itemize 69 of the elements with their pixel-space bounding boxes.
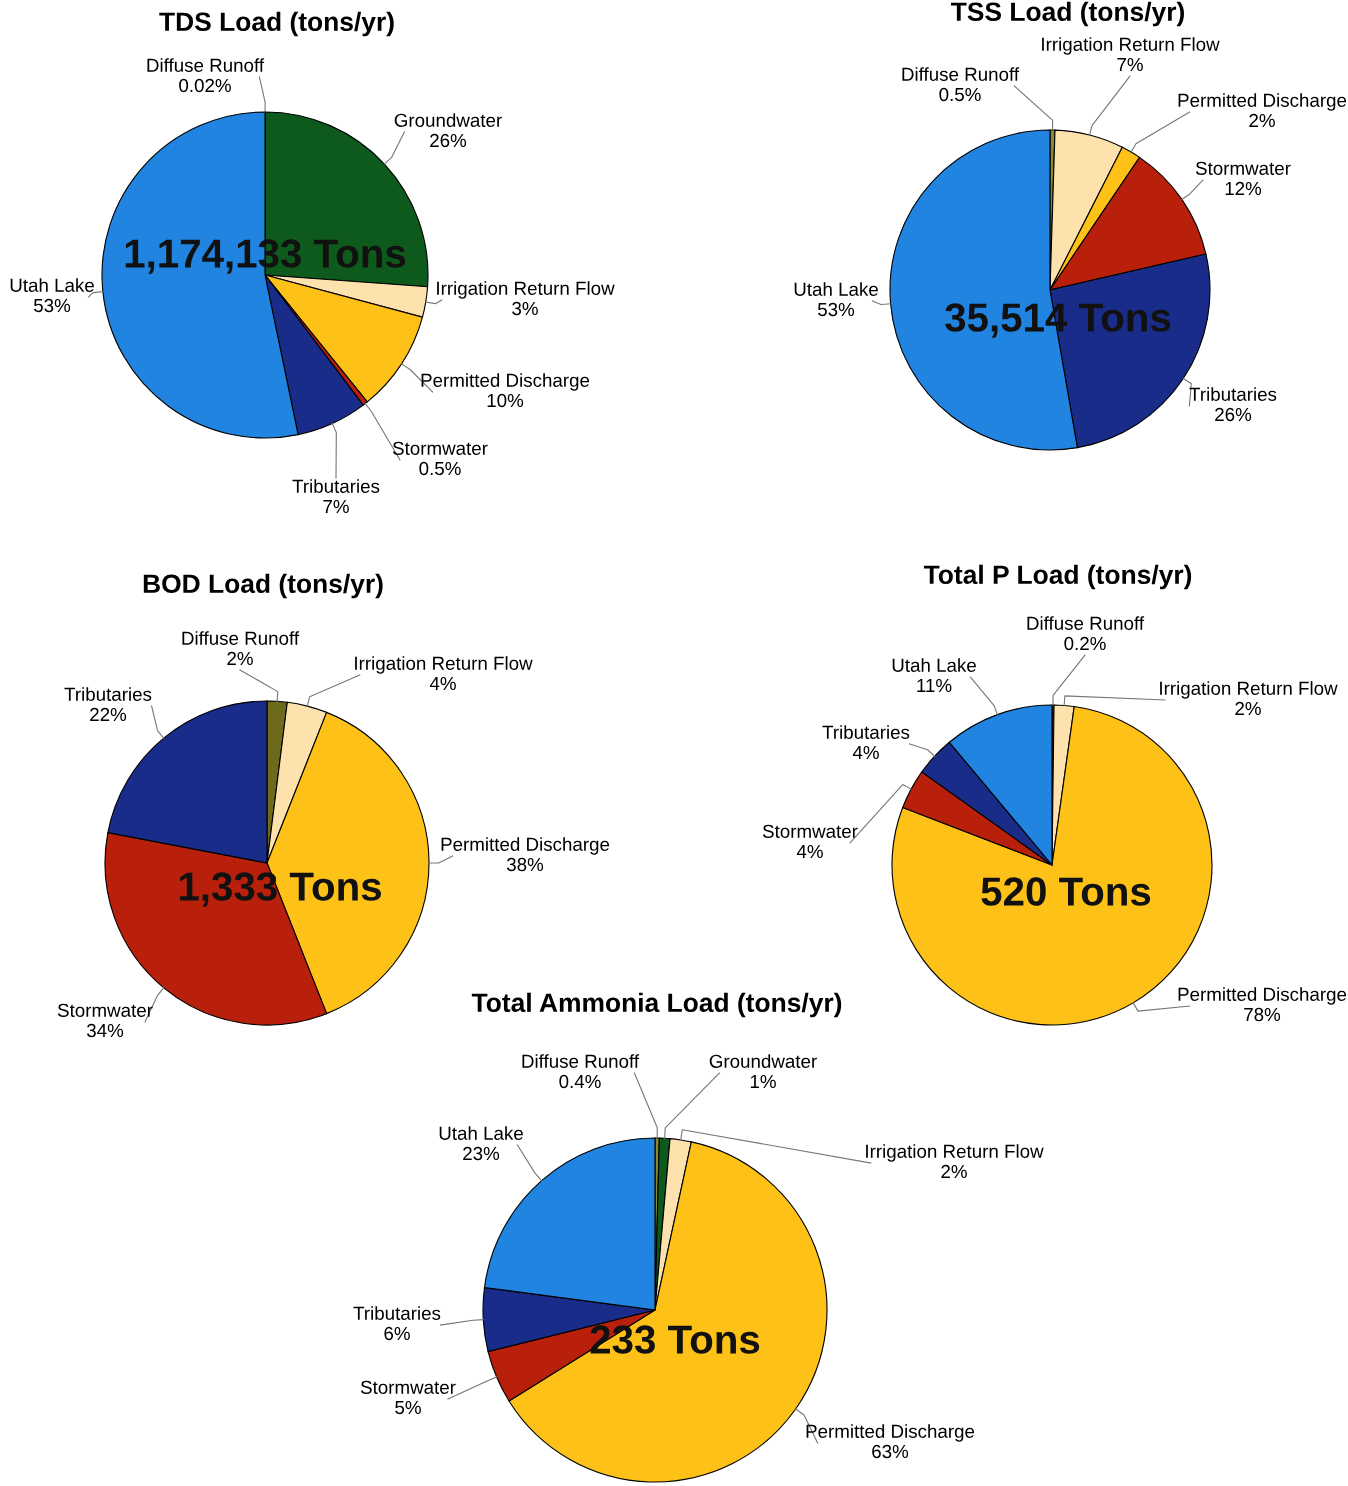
slice-label: Utah Lake: [892, 658, 976, 672]
slice-label: Irrigation Return Flow: [437, 281, 615, 299]
slice-label: Stormwater: [762, 824, 858, 838]
data-label: 26%: [430, 133, 467, 148]
slice-label: Stormwater: [1195, 161, 1291, 175]
slice-label: Utah Lake: [10, 278, 94, 292]
data-label: 4%: [796, 844, 823, 859]
slice-label: Diffuse Runoff: [902, 67, 1020, 81]
data-label: 23%: [463, 1146, 500, 1161]
slice-label: Irrigation Return Flow: [1160, 681, 1338, 699]
data-label: 26%: [1215, 407, 1252, 422]
data-label: 3%: [512, 301, 538, 316]
data-label: 11%: [917, 678, 952, 693]
slice-label: Irrigation Return Flow: [355, 656, 533, 674]
chart-title: TDS Load (tons/yr): [159, 11, 394, 37]
data-label: 7%: [323, 499, 349, 514]
slice-label: Permitted Discharge: [1178, 987, 1347, 1005]
slice-label: Groundwater: [709, 1054, 817, 1068]
data-label: 53%: [33, 298, 71, 313]
data-label: 0.5%: [939, 87, 981, 102]
data-label: 1%: [750, 1074, 776, 1089]
data-label: 53%: [817, 302, 855, 317]
data-label: 6%: [384, 1326, 410, 1341]
slice-label: Irrigation Return Flow: [1042, 37, 1220, 55]
slice-label: Irrigation Return Flow: [866, 1144, 1044, 1162]
slice-label: Tributaries: [64, 687, 152, 701]
slice-label: Permitted Discharge: [421, 373, 590, 391]
slice-label: Utah Lake: [439, 1126, 523, 1140]
slice-label: Tributaries: [353, 1306, 441, 1320]
data-label: 10%: [487, 393, 524, 408]
data-label: 2%: [1235, 701, 1261, 716]
data-label: 0.5%: [419, 461, 461, 476]
slice-label: Stormwater: [57, 1003, 153, 1017]
slice-label: Diffuse Runoff: [182, 631, 300, 645]
slice-label: Tributaries: [1189, 387, 1277, 401]
slice-label: Permitted Discharge: [806, 1424, 975, 1442]
chart-title: BOD Load (tons/yr): [143, 573, 383, 599]
slice-label: Permitted Discharge: [441, 837, 610, 855]
data-label: 78%: [1244, 1007, 1281, 1022]
slice-label: Diffuse Runoff: [147, 58, 265, 72]
data-label: 4%: [429, 676, 456, 691]
slice-label: Utah Lake: [794, 282, 878, 296]
slice-label: Diffuse Runoff: [1027, 616, 1145, 630]
data-label: 38%: [506, 857, 544, 872]
data-label: 63%: [872, 1444, 909, 1459]
text: 520 Tons: [981, 877, 1151, 906]
slice-label: Permitted Discharge: [1178, 93, 1347, 111]
slice-label: Stormwater: [360, 1380, 456, 1394]
chart-title: Total P Load (tons/yr): [923, 564, 1192, 590]
text: 1,333 Tons: [179, 872, 381, 907]
slice-label: Diffuse Runoff: [522, 1054, 640, 1068]
chart-title: TSS Load (tons/yr): [951, 1, 1184, 27]
data-label: 2%: [1249, 113, 1275, 128]
data-label: 2%: [941, 1164, 967, 1179]
slice-label: Groundwater: [394, 113, 502, 127]
data-label: 34%: [86, 1023, 124, 1038]
data-label: 5%: [395, 1400, 421, 1415]
data-label: 12%: [1225, 181, 1262, 196]
data-label: 22%: [90, 707, 127, 722]
slice-label: Tributaries: [292, 479, 380, 493]
data-label: 0.2%: [1064, 636, 1106, 651]
chart-title: Total Ammonia Load (tons/yr): [471, 992, 842, 1018]
data-label: 0.02%: [179, 78, 231, 93]
data-label: 7%: [1117, 57, 1143, 72]
data-label: 4%: [852, 745, 879, 760]
slice-label: Tributaries: [822, 725, 910, 739]
data-label: 2%: [227, 651, 253, 666]
data-label: 0.4%: [559, 1074, 601, 1089]
slice-label: Stormwater: [392, 441, 488, 455]
